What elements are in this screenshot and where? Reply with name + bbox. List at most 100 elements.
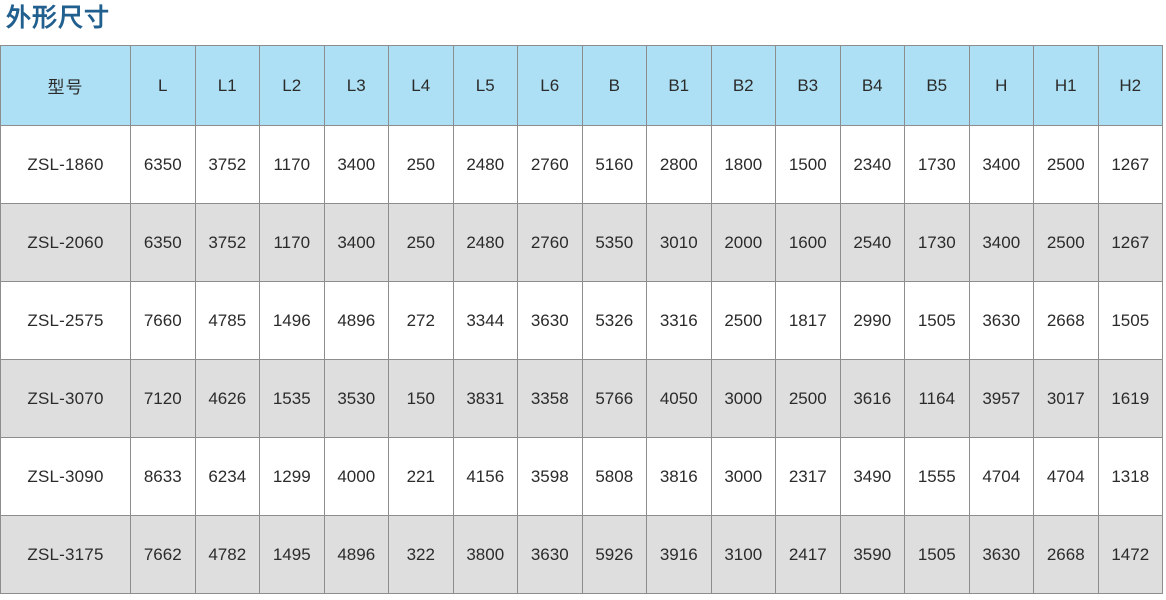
cell-h1: 3017 — [1033, 359, 1099, 438]
cell-b2: 2000 — [710, 203, 776, 282]
table-row: ZSL-1860 6350 3752 1170 3400 250 2480 2760 5160 2… — [0, 125, 1163, 204]
cell-l2: 1495 — [259, 515, 325, 594]
cell-b1: 4050 — [646, 359, 712, 438]
table-row: ZSL-2060 6350 3752 1170 3400 250 2480 2760 5350 3… — [0, 203, 1163, 282]
column-header-l6: L6 — [517, 45, 583, 126]
cell-l4: 221 — [388, 437, 454, 516]
column-header-l5: L5 — [452, 45, 518, 126]
cell-l2: 1496 — [259, 281, 325, 360]
cell-model: ZSL-1860 — [0, 125, 131, 204]
cell-l1: 3752 — [194, 125, 260, 204]
cell-h2: 1267 — [1097, 125, 1163, 204]
cell-l6: 3598 — [517, 437, 583, 516]
column-header-b2: B2 — [710, 45, 776, 126]
cell-b3: 2500 — [775, 359, 841, 438]
cell-l4: 322 — [388, 515, 454, 594]
cell-l4: 272 — [388, 281, 454, 360]
cell-l1: 3752 — [194, 203, 260, 282]
cell-l: 7662 — [130, 515, 196, 594]
cell-b2: 2500 — [710, 281, 776, 360]
column-header-h: H — [968, 45, 1034, 126]
cell-l: 6350 — [130, 203, 196, 282]
cell-b5: 1730 — [904, 203, 970, 282]
cell-h1: 2668 — [1033, 515, 1099, 594]
column-header-l4: L4 — [388, 45, 454, 126]
dimensions-table-container: 型号 L L1 L2 L3 L4 L5 L6 B B1 B2 B3 B4 B5 H H1 H2 ZSL-1860… — [0, 45, 1166, 594]
column-header-l1: L1 — [194, 45, 260, 126]
cell-h1: 2500 — [1033, 203, 1099, 282]
table-body: ZSL-1860 6350 3752 1170 3400 250 2480 2760 5160 2… — [0, 125, 1163, 594]
cell-h: 3630 — [968, 281, 1034, 360]
column-header-l2: L2 — [259, 45, 325, 126]
cell-b3: 2417 — [775, 515, 841, 594]
cell-l2: 1535 — [259, 359, 325, 438]
column-header-h2: H2 — [1097, 45, 1163, 126]
cell-h1: 2668 — [1033, 281, 1099, 360]
cell-l6: 2760 — [517, 125, 583, 204]
cell-b2: 3000 — [710, 359, 776, 438]
cell-b1: 3916 — [646, 515, 712, 594]
table-row: ZSL-2575 7660 4785 1496 4896 272 3344 3630 5326 3… — [0, 281, 1163, 360]
cell-b4: 3590 — [839, 515, 905, 594]
cell-l3: 4896 — [323, 515, 389, 594]
cell-b: 5926 — [581, 515, 647, 594]
cell-b2: 3000 — [710, 437, 776, 516]
cell-b3: 2317 — [775, 437, 841, 516]
column-header-b4: B4 — [839, 45, 905, 126]
cell-h2: 1505 — [1097, 281, 1163, 360]
cell-b: 5350 — [581, 203, 647, 282]
cell-b2: 1800 — [710, 125, 776, 204]
table-header: 型号 L L1 L2 L3 L4 L5 L6 B B1 B2 B3 B4 B5 H H1 H2 — [0, 45, 1163, 126]
column-header-model: 型号 — [0, 45, 131, 126]
cell-h: 3400 — [968, 203, 1034, 282]
page-title: 外形尺寸 — [6, 4, 111, 32]
column-header-b1: B1 — [646, 45, 712, 126]
cell-l2: 1170 — [259, 203, 325, 282]
cell-l: 8633 — [130, 437, 196, 516]
cell-model: ZSL-3070 — [0, 359, 131, 438]
cell-l: 6350 — [130, 125, 196, 204]
column-header-h1: H1 — [1033, 45, 1099, 126]
cell-l6: 2760 — [517, 203, 583, 282]
cell-b1: 3816 — [646, 437, 712, 516]
cell-b5: 1505 — [904, 515, 970, 594]
cell-model: ZSL-3090 — [0, 437, 131, 516]
table-row: ZSL-3070 7120 4626 1535 3530 150 3831 3358 5766 4… — [0, 359, 1163, 438]
cell-l1: 6234 — [194, 437, 260, 516]
cell-l6: 3630 — [517, 281, 583, 360]
column-header-l3: L3 — [323, 45, 389, 126]
column-header-b: B — [581, 45, 647, 126]
cell-b5: 1505 — [904, 281, 970, 360]
cell-l2: 1170 — [259, 125, 325, 204]
cell-b2: 3100 — [710, 515, 776, 594]
cell-l3: 3530 — [323, 359, 389, 438]
cell-b3: 1817 — [775, 281, 841, 360]
cell-l5: 2480 — [452, 203, 518, 282]
cell-b4: 2990 — [839, 281, 905, 360]
cell-h: 3957 — [968, 359, 1034, 438]
cell-l4: 250 — [388, 203, 454, 282]
cell-b4: 3490 — [839, 437, 905, 516]
cell-b: 5766 — [581, 359, 647, 438]
cell-b5: 1730 — [904, 125, 970, 204]
cell-l5: 4156 — [452, 437, 518, 516]
cell-l5: 3800 — [452, 515, 518, 594]
cell-h1: 4704 — [1033, 437, 1099, 516]
cell-model: ZSL-3175 — [0, 515, 131, 594]
cell-h2: 1619 — [1097, 359, 1163, 438]
cell-h2: 1267 — [1097, 203, 1163, 282]
dimensions-table: 型号 L L1 L2 L3 L4 L5 L6 B B1 B2 B3 B4 B5 H H1 H2 ZSL-1860… — [0, 45, 1163, 594]
cell-l3: 3400 — [323, 125, 389, 204]
cell-b1: 3010 — [646, 203, 712, 282]
cell-l: 7120 — [130, 359, 196, 438]
cell-b: 5160 — [581, 125, 647, 204]
cell-l6: 3630 — [517, 515, 583, 594]
cell-b4: 2540 — [839, 203, 905, 282]
cell-l1: 4785 — [194, 281, 260, 360]
cell-h2: 1318 — [1097, 437, 1163, 516]
cell-l5: 2480 — [452, 125, 518, 204]
cell-l: 7660 — [130, 281, 196, 360]
cell-l3: 4000 — [323, 437, 389, 516]
cell-b3: 1500 — [775, 125, 841, 204]
cell-h2: 1472 — [1097, 515, 1163, 594]
